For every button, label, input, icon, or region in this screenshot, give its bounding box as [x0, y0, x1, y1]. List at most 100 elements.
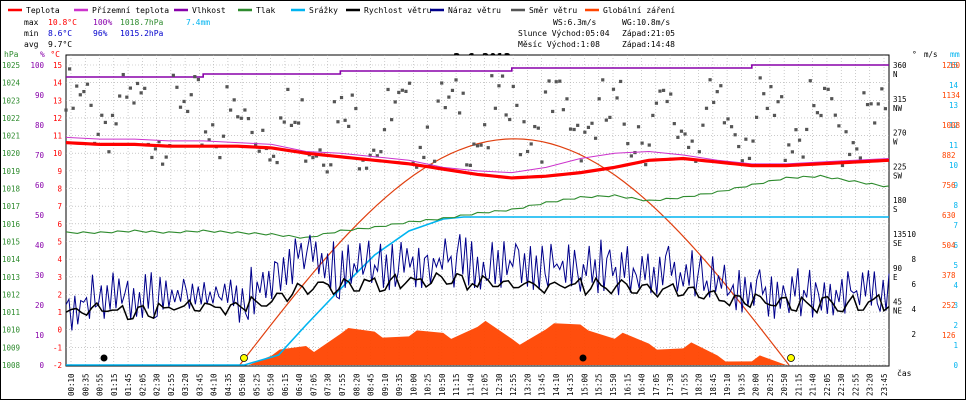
time-tick-label: 12:55 — [509, 373, 518, 396]
sun-moon-markers — [100, 354, 795, 362]
winddir-point — [332, 100, 336, 104]
winddir-point — [640, 141, 644, 145]
stats-max-press: 1018.7hPa — [120, 18, 164, 27]
winddir-point — [382, 128, 387, 132]
info-moon-set: Západ:14:48 — [622, 40, 675, 49]
winddir-point — [472, 142, 476, 146]
precip-tick: 6 — [953, 241, 958, 250]
winddir-point — [100, 113, 104, 117]
winddir-point — [250, 130, 254, 135]
winddir-point — [740, 159, 744, 163]
winddir-point — [844, 130, 848, 134]
time-tick-label: 00:10 — [67, 373, 76, 396]
winddir-point — [343, 118, 347, 122]
precip-tick: 10 — [949, 161, 959, 170]
time-tick-label: 10:25 — [424, 373, 433, 396]
winddir-point — [855, 147, 859, 151]
temperature-tick: 1 — [57, 308, 62, 317]
winddir-point — [683, 132, 687, 136]
pressure-tick: 1009 — [2, 343, 20, 352]
winddir-point — [833, 113, 837, 117]
winddir-point — [518, 153, 523, 157]
precip-tick: 4 — [953, 281, 958, 290]
winddir-dir: SW — [893, 171, 903, 180]
temperature-tick: 8 — [57, 185, 62, 194]
winddir-point — [128, 86, 133, 90]
pressure-tick: 1011 — [2, 308, 20, 317]
time-tick-label: 08:45 — [367, 373, 376, 396]
winddir-point — [443, 106, 447, 110]
temperature-tick: 10 — [53, 149, 63, 158]
winddir-point — [511, 84, 515, 89]
radiation-tick: 1008 — [942, 121, 961, 130]
humidity-tick: 10 — [35, 331, 45, 340]
winddir-point — [193, 75, 197, 79]
winddir-point — [672, 122, 676, 126]
winddir-point — [608, 115, 612, 119]
time-tick-label: 05:50 — [267, 373, 276, 396]
winddir-point — [268, 158, 272, 162]
winddir-point — [296, 121, 301, 125]
winddir-point — [812, 104, 816, 108]
winddir-point — [425, 125, 430, 129]
winddir-point — [873, 121, 877, 125]
time-tick-label: 18:20 — [695, 373, 704, 396]
winddir-point — [769, 85, 773, 89]
time-tick-label: 09:10 — [381, 373, 390, 396]
winddir-point — [379, 150, 383, 154]
winddir-point — [189, 93, 193, 97]
winddir-point — [880, 87, 884, 91]
precip-tick: 2 — [953, 321, 958, 330]
windspeed-unit: m/s — [924, 50, 938, 59]
windspeed-tick: 6 — [911, 280, 916, 289]
winddir-point — [336, 120, 340, 124]
radiation-tick: 504 — [942, 241, 956, 250]
winddir-point — [629, 154, 633, 158]
windspeed-tick: 4 — [911, 305, 916, 314]
winddir-point — [461, 91, 465, 95]
temperature-tick: 2 — [57, 290, 62, 299]
winddir-point — [876, 102, 880, 106]
precip-tick: 15 — [949, 61, 958, 70]
precip-tick: 5 — [953, 261, 958, 270]
radiation-area — [240, 320, 795, 365]
legend-label: Rychlost větru — [364, 6, 432, 15]
winddir-unit: ° — [912, 50, 917, 59]
temperature-tick: -2 — [53, 361, 62, 370]
winddir-point — [89, 103, 93, 107]
stats-max-label: max — [24, 18, 39, 27]
winddir-point — [318, 148, 322, 152]
winddir-point — [540, 160, 544, 164]
winddir-dir: N — [893, 70, 898, 79]
winddir-point — [71, 106, 75, 110]
windspeed-line — [65, 271, 890, 321]
winddir-point — [153, 147, 158, 151]
winddir-point — [583, 130, 587, 134]
winddir-point — [372, 148, 376, 152]
time-tick-label: 02:05 — [138, 373, 147, 396]
legend-label: Tlak — [256, 6, 275, 15]
winddir-point — [243, 108, 247, 112]
time-tick-label: 16:40 — [638, 373, 647, 396]
winddir-point — [125, 95, 129, 99]
temperature-tick: 12 — [53, 114, 62, 123]
time-tick-label: 05:25 — [252, 373, 261, 396]
time-tick-label: 20:25 — [766, 373, 775, 396]
winddir-point — [400, 88, 404, 92]
winddir-point — [178, 105, 183, 109]
winddir-point — [322, 163, 326, 167]
time-tick-label: 22:55 — [851, 373, 860, 396]
winddir-point — [654, 101, 659, 105]
winddir-point — [840, 163, 845, 168]
winddir-dir: NE — [893, 307, 903, 316]
winddir-point — [171, 73, 175, 77]
time-tick-label: 07:05 — [309, 373, 318, 396]
winddir-point — [357, 167, 362, 171]
winddir-point — [568, 127, 573, 131]
windspeed-tick: 8 — [911, 255, 916, 264]
winddir-point — [103, 120, 107, 125]
winddir-point — [604, 118, 608, 122]
left-axes: hPa% °C1025102410231022102110201019101810… — [2, 50, 62, 370]
winddir-tick: 225 — [893, 162, 907, 171]
pressure-tick: 1018 — [2, 185, 21, 194]
